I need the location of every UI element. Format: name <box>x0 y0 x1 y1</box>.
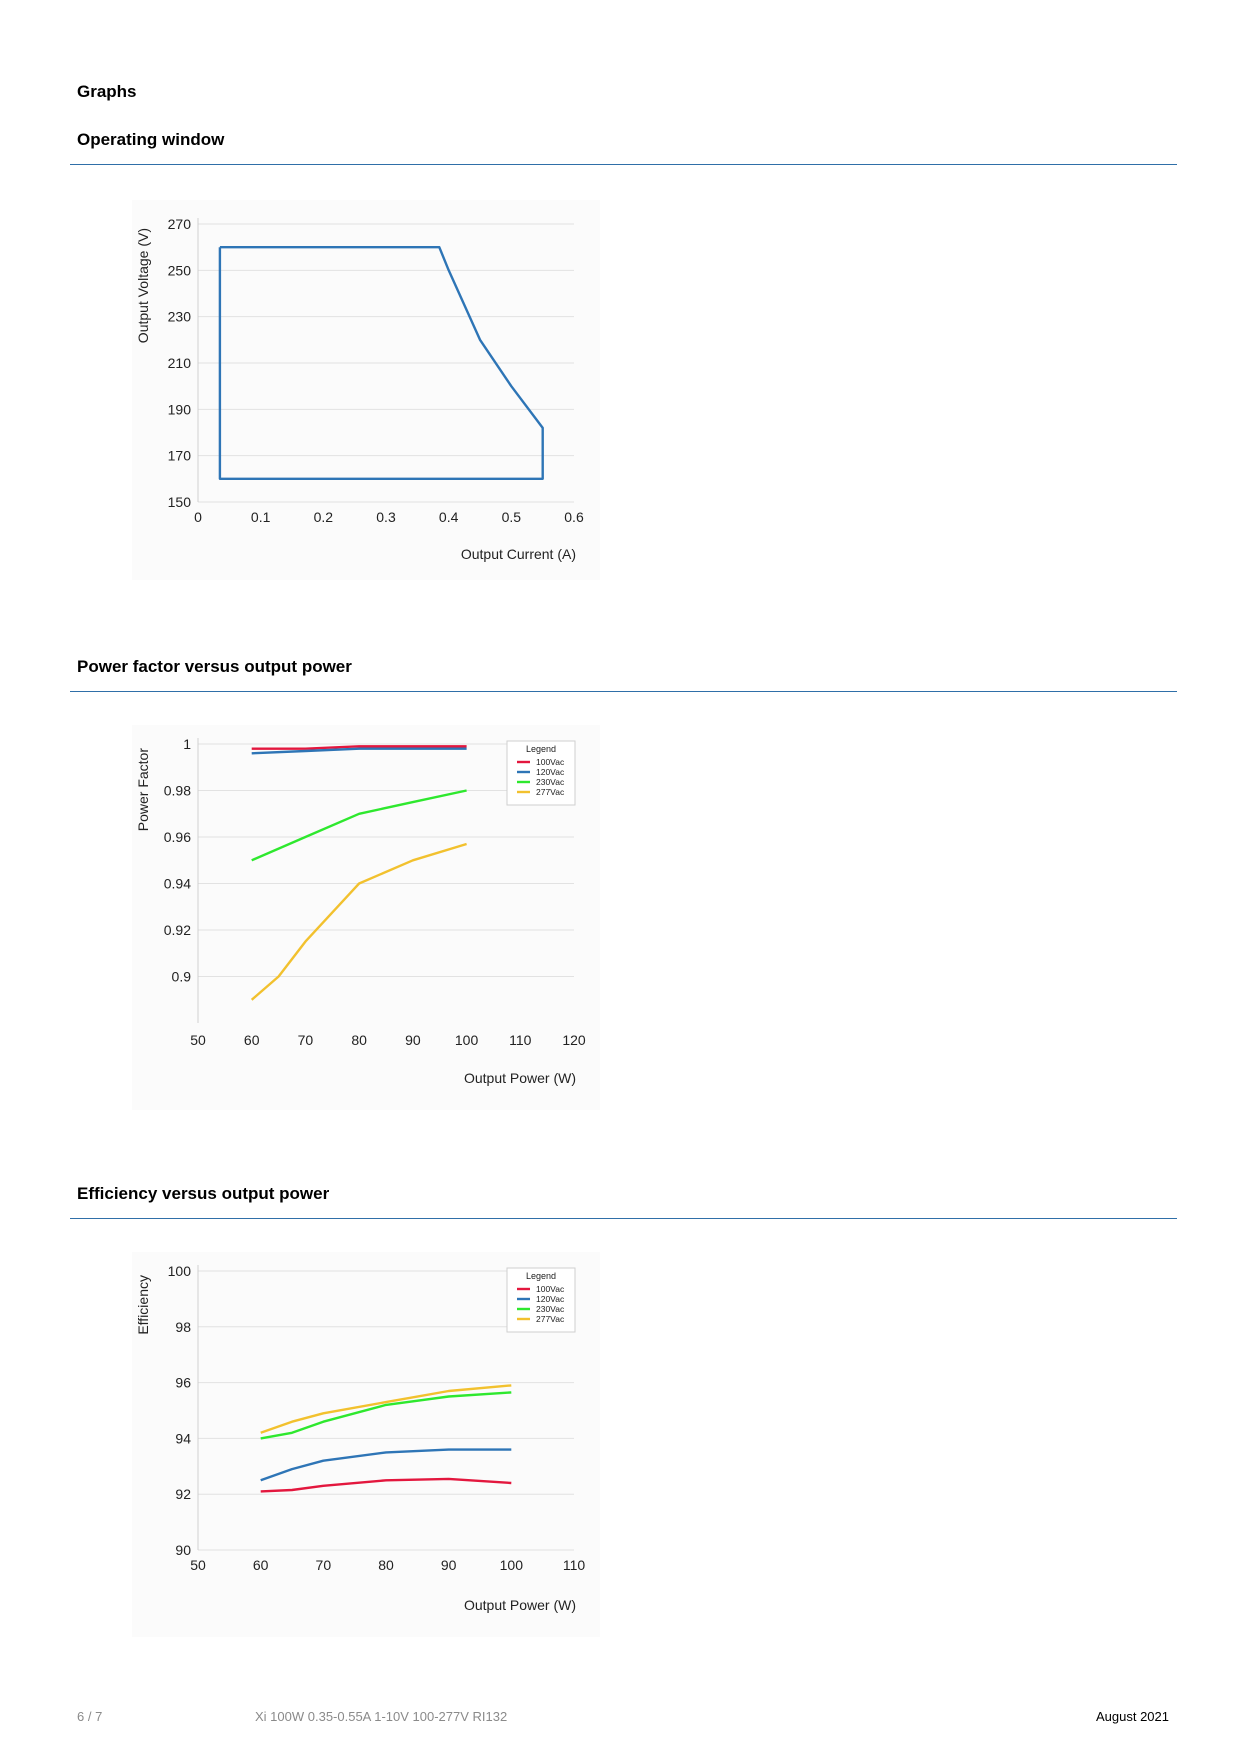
x-tick-label: 100 <box>500 1557 524 1573</box>
series-line-120vac <box>251 747 467 755</box>
y-axis-title: Output Voltage (V) <box>135 228 151 343</box>
series-line-230vac <box>251 789 467 862</box>
x-tick-label: 90 <box>441 1557 457 1573</box>
legend-title: Legend <box>526 744 556 754</box>
x-tick-label: 0.5 <box>502 509 522 525</box>
footer-product-name: Xi 100W 0.35-0.55A 1-10V 100-277V RI132 <box>255 1709 508 1724</box>
x-tick-label: 80 <box>351 1032 367 1048</box>
x-tick-label: 0.1 <box>251 509 271 525</box>
x-tick-label: 80 <box>378 1557 394 1573</box>
x-axis-title: Output Power (W) <box>464 1070 576 1086</box>
x-tick-label: 100 <box>455 1032 479 1048</box>
efficiency-chart: 90 92 94 96 98 100 50 60 70 80 90 100 110 Output Powe… <box>132 1252 600 1637</box>
y-axis-title: Efficiency <box>135 1275 151 1335</box>
legend-label: 120Vac <box>536 767 565 777</box>
series-line-100vac <box>251 745 467 750</box>
y-tick-label: 96 <box>175 1375 191 1391</box>
power-factor-chart: 0.9 0.92 0.94 0.96 0.98 1 50 60 70 80 90 100 110 120 O… <box>132 725 600 1110</box>
operating-window-chart-svg: 150 170 190 210 230 250 270 0 0.1 0.2 0.3 0.4 0.5 0.6… <box>132 200 600 580</box>
x-tick-label: 50 <box>190 1032 206 1048</box>
x-axis-title: Output Current (A) <box>461 546 576 562</box>
section-title-efficiency: Efficiency versus output power <box>77 1184 330 1203</box>
x-tick-label: 90 <box>405 1032 421 1048</box>
efficiency-chart-svg: 90 92 94 96 98 100 50 60 70 80 90 100 110 Output Powe… <box>132 1252 600 1637</box>
series-line-277vac <box>260 1384 512 1434</box>
legend-title: Legend <box>526 1271 556 1281</box>
y-tick-label: 270 <box>168 216 192 232</box>
series-line-100vac <box>260 1477 512 1493</box>
section-title-operating-window: Operating window <box>77 130 225 149</box>
series-line-277vac <box>250 842 467 1001</box>
y-tick-label: 94 <box>175 1430 191 1446</box>
y-tick-label: 150 <box>168 494 192 510</box>
y-tick-label: 92 <box>175 1486 191 1502</box>
x-tick-label: 120 <box>562 1032 586 1048</box>
x-tick-label: 110 <box>563 1557 586 1573</box>
footer-page-number: 6 / 7 <box>77 1709 103 1724</box>
legend-label: 100Vac <box>536 757 565 767</box>
section-divider <box>70 164 1177 165</box>
x-tick-label: 60 <box>253 1557 269 1573</box>
y-tick-label: 100 <box>168 1263 192 1279</box>
chart-background <box>132 200 600 580</box>
section-divider <box>70 1218 1177 1219</box>
section-divider <box>70 691 1177 692</box>
x-tick-label: 50 <box>190 1557 206 1573</box>
y-tick-label: 230 <box>168 309 192 325</box>
power-factor-chart-svg: 0.9 0.92 0.94 0.96 0.98 1 50 60 70 80 90 100 110 120 O… <box>132 725 600 1110</box>
legend-label: 230Vac <box>536 777 565 787</box>
legend-label: 100Vac <box>536 1284 565 1294</box>
page-heading: Graphs <box>77 82 137 101</box>
series-line-120vac <box>260 1448 512 1482</box>
y-axis-title: Power Factor <box>135 748 151 832</box>
y-tick-label: 170 <box>168 448 192 464</box>
x-tick-label: 110 <box>509 1032 532 1048</box>
y-tick-label: 0.9 <box>172 969 192 985</box>
x-tick-label: 0.2 <box>314 509 334 525</box>
y-tick-label: 0.94 <box>164 876 191 892</box>
y-tick-label: 1 <box>183 736 191 752</box>
operating-window-chart: 150 170 190 210 230 250 270 0 0.1 0.2 0.3 0.4 0.5 0.6… <box>132 200 600 580</box>
x-axis-title: Output Power (W) <box>464 1597 576 1613</box>
legend-label: 120Vac <box>536 1294 565 1304</box>
x-tick-label: 0.6 <box>564 509 584 525</box>
x-tick-label: 0.3 <box>376 509 396 525</box>
legend-label: 277Vac <box>536 787 565 797</box>
legend-label: 277Vac <box>536 1314 565 1324</box>
series-line-230vac <box>260 1391 512 1440</box>
y-tick-label: 0.96 <box>164 829 191 845</box>
y-tick-label: 210 <box>168 355 192 371</box>
series-line <box>218 246 544 480</box>
y-tick-label: 190 <box>168 401 192 417</box>
legend-label: 230Vac <box>536 1304 565 1314</box>
y-tick-label: 90 <box>175 1542 191 1558</box>
x-tick-label: 70 <box>298 1032 314 1048</box>
y-tick-label: 250 <box>168 262 192 278</box>
y-tick-label: 98 <box>175 1319 191 1335</box>
x-tick-label: 70 <box>316 1557 332 1573</box>
section-title-power-factor: Power factor versus output power <box>77 657 352 676</box>
footer-date: August 2021 <box>1095 1709 1169 1724</box>
x-tick-label: 0.4 <box>439 509 459 525</box>
y-tick-label: 0.92 <box>164 922 191 938</box>
x-tick-label: 0 <box>194 509 202 525</box>
x-tick-label: 60 <box>244 1032 260 1048</box>
y-tick-label: 0.98 <box>164 783 191 799</box>
